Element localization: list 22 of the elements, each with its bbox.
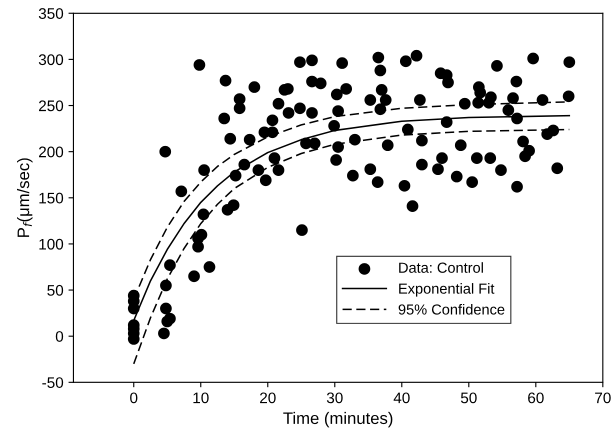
x-tick-label: 70 (595, 392, 611, 404)
x-tick-label: 50 (460, 392, 477, 404)
x-tick-label: 40 (394, 392, 410, 404)
x-tick-label: 0 (130, 392, 138, 404)
x-tick-label: 30 (326, 392, 343, 404)
x-axis-title: Time (minutes) (283, 412, 392, 428)
legend-label: Data: Control (399, 262, 483, 273)
y-tick-label: 150 (39, 192, 64, 204)
x-tick-label: 60 (528, 392, 544, 404)
y-tick-label: 350 (38, 8, 64, 19)
y-tick-label: 0 (56, 331, 64, 342)
y-tick-label: -50 (42, 377, 64, 388)
y-tick-label: 250 (39, 100, 64, 112)
y-axis-title: P$_{f}$(μm/sec) (17, 158, 33, 237)
y-tick-label: 50 (47, 284, 64, 296)
x-tick-label: 10 (193, 392, 209, 404)
y-tick-label: 300 (38, 54, 64, 66)
legend-label: Exponential Fit (399, 283, 494, 297)
x-tick-label: 20 (260, 392, 276, 404)
legend-label: 95% Confidence (398, 304, 504, 315)
y-tick-label: 200 (39, 146, 64, 158)
y-tick-label: 100 (39, 238, 64, 250)
